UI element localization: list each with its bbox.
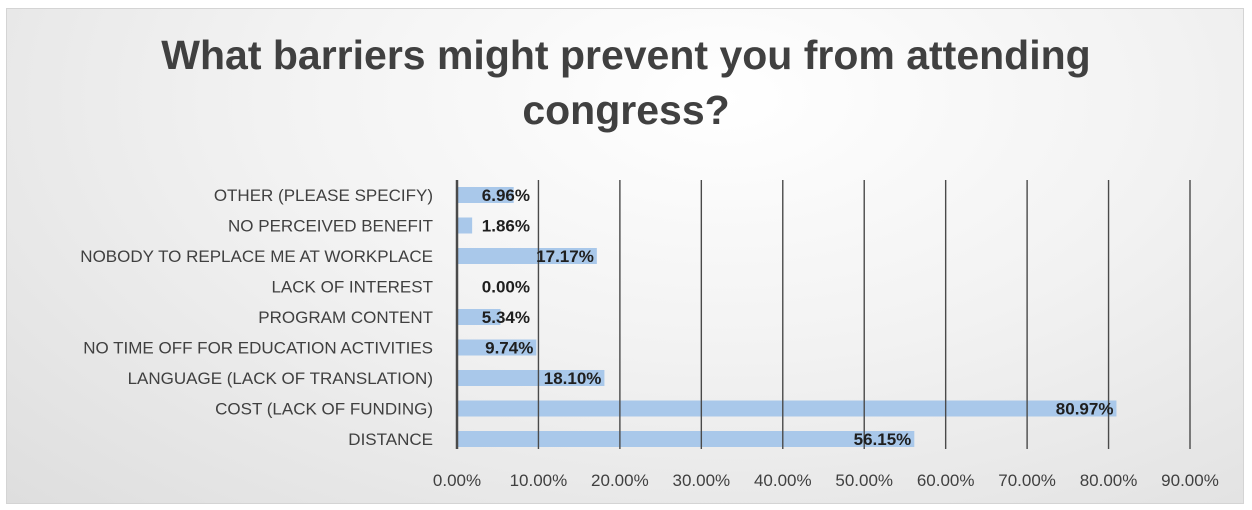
category-label: COST (LACK OF FUNDING): [215, 400, 433, 419]
chart-area: [6, 8, 1244, 504]
bar: [457, 431, 915, 447]
chart-title-line-1: What barriers might prevent you from att…: [161, 32, 1091, 78]
x-tick-label: 90.00%: [1161, 471, 1219, 490]
data-label: 18.10%: [544, 369, 602, 388]
x-tick-label: 80.00%: [1080, 471, 1138, 490]
chart-title: What barriers might prevent you from att…: [0, 28, 1252, 138]
x-tick-label: 40.00%: [754, 471, 812, 490]
data-label: 0.00%: [482, 278, 530, 297]
category-label: NOBODY TO REPLACE ME AT WORKPLACE: [80, 247, 433, 266]
x-tick-label: 20.00%: [591, 471, 649, 490]
x-tick-label: 50.00%: [835, 471, 893, 490]
x-tick-label: 30.00%: [672, 471, 730, 490]
x-tick-label: 10.00%: [510, 471, 568, 490]
bar: [457, 309, 501, 325]
bar: [457, 217, 473, 234]
category-label: LACK OF INTEREST: [271, 278, 433, 297]
data-label: 5.34%: [482, 308, 530, 327]
data-label: 17.17%: [536, 247, 594, 266]
category-label: LANGUAGE (LACK OF TRANSLATION): [128, 369, 433, 388]
data-label: 1.86%: [482, 217, 530, 236]
bar: [457, 400, 1117, 417]
bar: [457, 248, 597, 264]
x-tick-label: 0.00%: [433, 471, 481, 490]
data-label: 56.15%: [854, 430, 912, 449]
x-tick-label: 70.00%: [998, 471, 1056, 490]
bar: [457, 339, 537, 356]
data-label: 80.97%: [1056, 400, 1114, 419]
category-label: NO TIME OFF FOR EDUCATION ACTIVITIES: [83, 339, 433, 358]
bar: [457, 370, 605, 386]
chart-title-line-2: congress?: [522, 87, 730, 133]
category-label: DISTANCE: [348, 430, 433, 449]
x-tick-label: 60.00%: [917, 471, 975, 490]
data-label: 6.96%: [482, 186, 530, 205]
data-label: 9.74%: [485, 339, 533, 358]
category-label: NO PERCEIVED BENEFIT: [228, 217, 433, 236]
category-label: PROGRAM CONTENT: [258, 308, 433, 327]
bar: [457, 187, 514, 203]
category-label: OTHER (PLEASE SPECIFY): [214, 186, 433, 205]
